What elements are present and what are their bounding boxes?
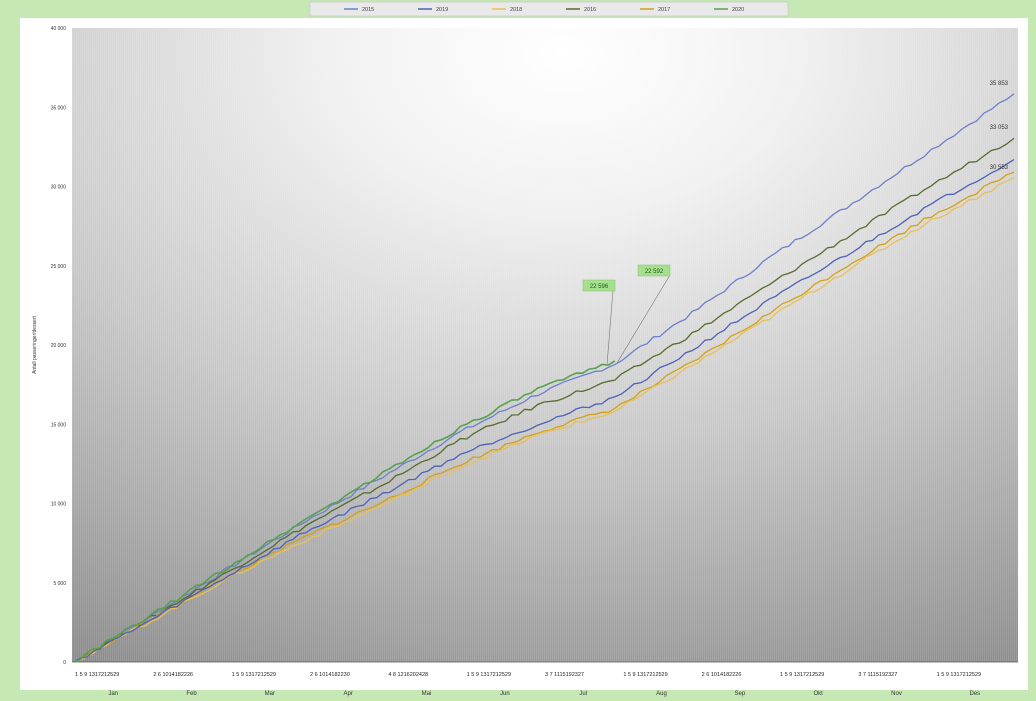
x-tick-label: 1 5 9 1317212529 — [467, 672, 511, 678]
month-label: Des — [969, 691, 980, 697]
y-tick-label: 0 — [63, 660, 66, 666]
series-line-2019 — [73, 159, 1015, 663]
month-label: Okt — [813, 691, 823, 697]
legend: 2015 2019 2018 2016 2017 2020 — [309, 1, 789, 17]
annotation-label: 22 592 — [645, 269, 664, 275]
month-label: Jun — [500, 691, 510, 697]
end-value-label: 30 553 — [990, 165, 1009, 171]
x-tick-label: 3 7 1115192327 — [858, 672, 897, 678]
x-tick-label: 1 5 9 1317212529 — [780, 672, 824, 678]
x-tick-label: 1 5 9 1317212529 — [623, 672, 667, 678]
series-line-2020 — [73, 360, 616, 663]
x-tick-label: 1 5 9 1317212529 — [232, 672, 276, 678]
x-tick-label: 1 5 9 1317212529 — [937, 672, 981, 678]
legend-label: 2016 — [584, 7, 596, 13]
x-tick-label: 3 7 1115192327 — [545, 672, 584, 678]
plot-texture — [72, 28, 1018, 662]
month-label: Jul — [579, 691, 587, 697]
annotation-leader — [617, 274, 671, 363]
x-tick-label: 1 5 9 1317212529 — [75, 672, 119, 678]
y-axis-title: Antall passeringer/dessert — [32, 315, 38, 373]
legend-label: 2015 — [362, 7, 374, 13]
month-label: Mai — [422, 691, 432, 697]
legend-box — [309, 1, 789, 17]
legend-label: 2017 — [658, 7, 670, 13]
annotation-box — [582, 279, 616, 292]
month-label: Aug — [656, 691, 667, 697]
month-label: Jan — [108, 691, 118, 697]
y-tick-label: 35 000 — [51, 105, 67, 111]
x-tick-label: 4 8 1216202428 — [388, 672, 428, 678]
y-tick-label: 5 000 — [53, 581, 66, 587]
end-value-label: 33 053 — [990, 125, 1009, 131]
month-label: Sep — [734, 691, 745, 697]
series-line-2015 — [73, 93, 1015, 663]
series-line-2017 — [73, 171, 1015, 663]
y-tick-label: 40 000 — [51, 26, 67, 32]
end-value-label: 35 853 — [990, 81, 1009, 87]
y-tick-label: 25 000 — [51, 264, 67, 270]
annotation-box — [637, 264, 671, 277]
legend-label: 2020 — [732, 7, 744, 13]
annotation-label: 22 596 — [590, 284, 609, 290]
y-tick-label: 15 000 — [51, 422, 67, 428]
month-label: Apr — [343, 691, 352, 697]
month-label: Mar — [265, 691, 275, 697]
month-label: Nov — [891, 691, 902, 697]
y-tick-label: 30 000 — [51, 185, 67, 191]
month-label: Feb — [186, 691, 197, 697]
series-line-2016 — [73, 137, 1015, 663]
legend-label: 2018 — [510, 7, 522, 13]
y-tick-label: 20 000 — [51, 343, 67, 349]
annotation-leader — [606, 289, 614, 364]
y-tick-label: 10 000 — [51, 502, 67, 508]
x-tick-label: 2 6 1014182226 — [153, 672, 193, 678]
legend-label: 2019 — [436, 7, 448, 13]
x-tick-label: 2 6 1014182230 — [310, 672, 350, 678]
x-tick-label: 2 6 1014182226 — [702, 672, 742, 678]
